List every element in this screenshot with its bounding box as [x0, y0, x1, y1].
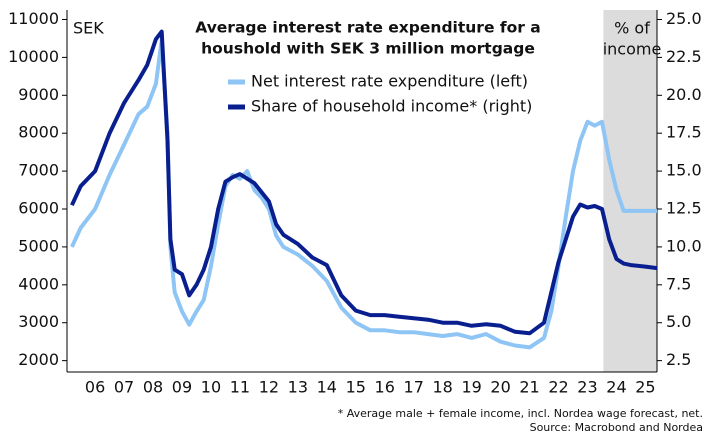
y-tick-label: 3000: [18, 312, 59, 331]
x-tick-label: 12: [259, 378, 279, 397]
series-line: [70, 29, 658, 336]
y2-tick-label: 10.0: [666, 236, 702, 255]
legend-label: Share of household income* (right): [251, 97, 532, 116]
x-tick-label: 25: [635, 378, 655, 397]
x-tick-label: 21: [519, 378, 539, 397]
y2-tick-label: 15.0: [666, 161, 702, 180]
forecast-shade: [603, 10, 657, 372]
y-tick-label: 4000: [18, 274, 59, 293]
x-tick-label: 11: [230, 378, 250, 397]
x-tick-label: 24: [606, 378, 626, 397]
y2-tick-label: 7.5: [666, 274, 691, 293]
y-tick-label: 7000: [18, 161, 59, 180]
y-tick-label: 5000: [18, 236, 59, 255]
footnote: * Average male + female income, incl. No…: [338, 407, 703, 420]
x-tick-label: 06: [85, 378, 105, 397]
x-tick-label: 19: [461, 378, 481, 397]
x-tick-label: 13: [288, 378, 308, 397]
x-tick-label: 08: [143, 378, 163, 397]
x-tick-label: 22: [548, 378, 568, 397]
y-tick-label: 2000: [18, 350, 59, 369]
x-tick-label: 23: [577, 378, 597, 397]
x-tick-label: 17: [404, 378, 424, 397]
legend-label: Net interest rate expenditure (left): [251, 72, 528, 91]
x-tick-label: 16: [375, 378, 395, 397]
y-tick-label: 11000: [8, 9, 59, 28]
y-tick-label: 6000: [18, 199, 59, 218]
x-tick-label: 20: [490, 378, 510, 397]
y2-tick-label: 17.5: [666, 123, 702, 142]
x-tick-label: 09: [172, 378, 192, 397]
x-tick-label: 07: [114, 378, 134, 397]
x-tick-label: 14: [317, 378, 337, 397]
y2-tick-label: 20.0: [666, 85, 702, 104]
y-tick-label: 9000: [18, 85, 59, 104]
y2-tick-label: 25.0: [666, 9, 702, 28]
y2-tick-label: 22.5: [666, 47, 702, 66]
y2-unit: income: [603, 40, 662, 59]
y-unit: SEK: [73, 19, 104, 38]
y-tick-label: 8000: [18, 123, 59, 142]
x-tick-label: 15: [346, 378, 366, 397]
x-tick-label: 18: [432, 378, 452, 397]
y2-tick-label: 12.5: [666, 199, 702, 218]
x-tick-label: 10: [201, 378, 221, 397]
y2-unit: % of: [614, 19, 650, 38]
footnote: Source: Macrobond and Nordea: [530, 421, 703, 434]
y2-tick-label: 2.5: [666, 350, 691, 369]
chart-title: houshold with SEK 3 million mortgage: [201, 40, 535, 58]
chart-title: Average interest rate expenditure for a: [195, 19, 541, 37]
y-tick-label: 10000: [8, 47, 59, 66]
y2-tick-label: 5.0: [666, 312, 691, 331]
